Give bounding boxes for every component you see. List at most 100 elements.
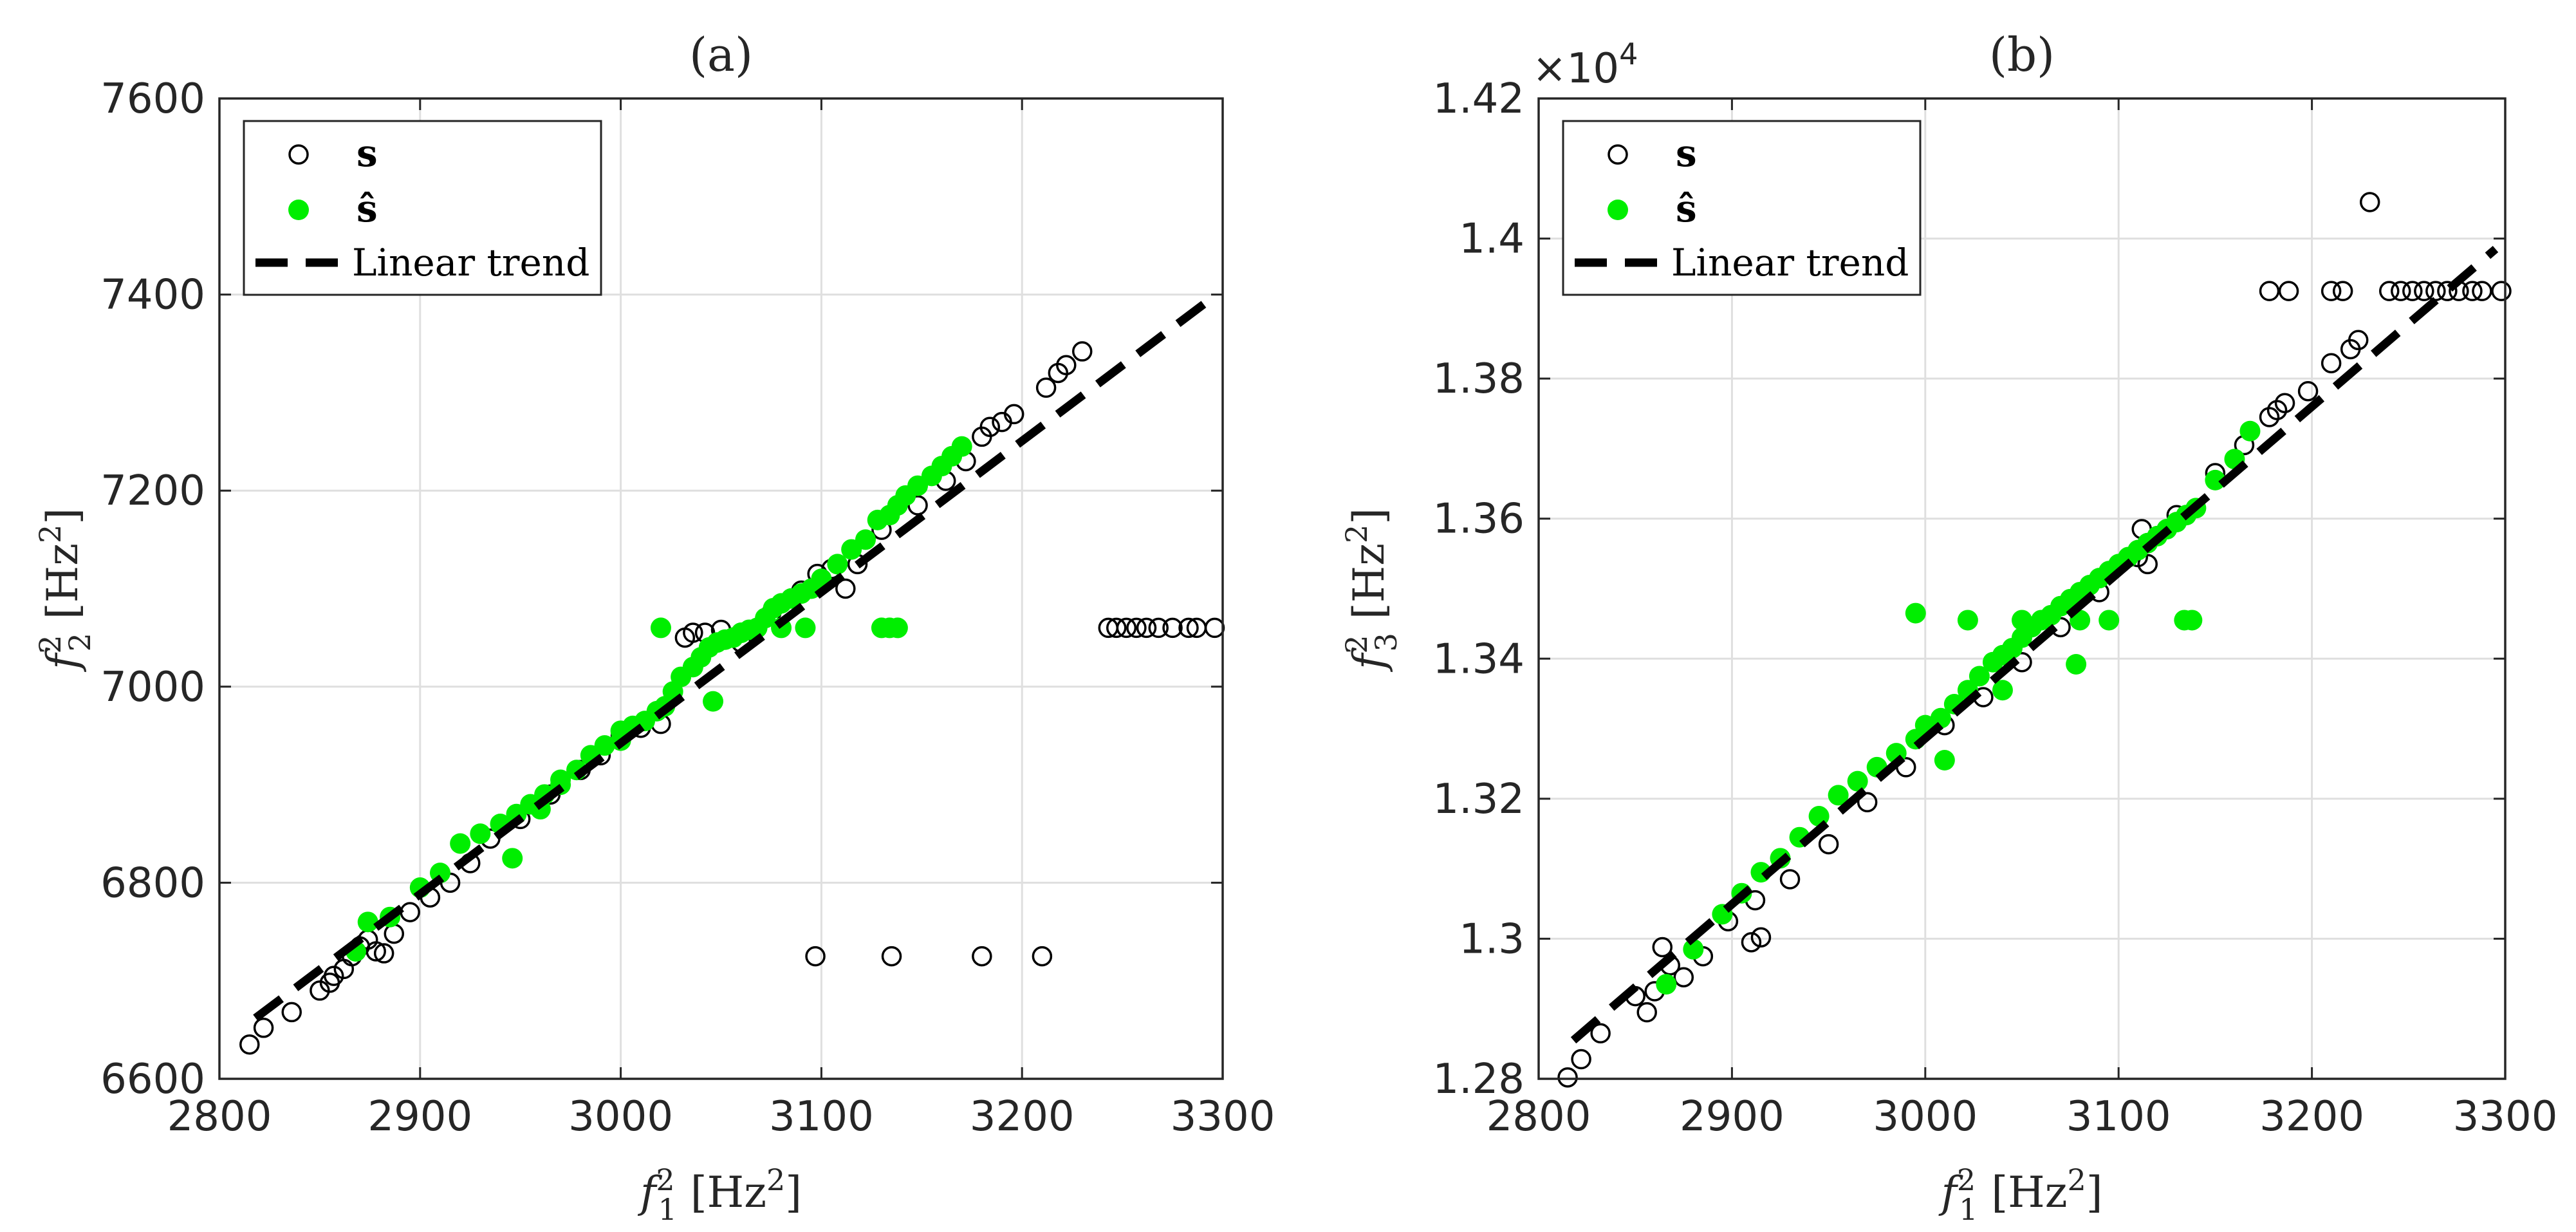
x-axis-label-b: f2 1 [Hz2]	[1938, 1162, 2102, 1227]
point-s-a-61	[1032, 946, 1053, 967]
point-shat-a-49	[951, 436, 972, 457]
tick-label-y-b-6: 1.4	[1459, 216, 1524, 263]
y-axis-label-b-part-2: 3	[1369, 633, 1404, 651]
legend-label-shat-a: ŝ	[357, 187, 378, 230]
point-s-b-41	[2402, 281, 2423, 301]
tick-label-x-a-0: 2800	[167, 1093, 272, 1141]
point-s-a-59	[881, 946, 902, 967]
point-shat-b-1	[1683, 938, 1704, 960]
point-s-a-0	[239, 1034, 260, 1055]
legend-label-trend-a: Linear trend	[352, 241, 589, 285]
legend-marker-shat-b	[1608, 200, 1628, 220]
y-axis-label-b-part-4: 2	[1339, 525, 1374, 543]
point-s-b-6	[1652, 937, 1673, 958]
tick-label-y-a-2: 7000	[100, 664, 205, 711]
point-s-b-39	[2379, 281, 2400, 301]
point-s-a-34	[835, 578, 856, 599]
tick-label-y-b-7: 1.42	[1433, 75, 1525, 123]
point-s-b-31	[2321, 353, 2342, 373]
point-shat-a-38	[827, 554, 848, 575]
tick-label-y-b-1: 1.3	[1459, 915, 1524, 963]
tick-label-x-a-2: 3000	[568, 1093, 673, 1141]
point-s-a-43	[1003, 404, 1024, 425]
x-axis-label-b-part-3: [Hz	[1978, 1168, 2067, 1217]
legend-marker-s-a	[288, 144, 309, 165]
point-s-a-1	[253, 1018, 274, 1038]
tick-label-y-a-4: 7400	[100, 272, 205, 319]
point-s-a-60	[972, 946, 992, 967]
point-shat-b-44	[1957, 610, 1978, 631]
point-s-a-11	[373, 943, 394, 964]
point-shat-b-47	[2099, 610, 2120, 631]
point-s-b-46	[2462, 281, 2483, 301]
tick-label-y-b-0: 1.28	[1433, 1056, 1525, 1103]
x-axis-label-a-part-5: ]	[785, 1168, 802, 1217]
x-axis-label-b-part-2: 1	[1959, 1192, 1978, 1227]
y-axis-multiplier: ×104	[1532, 37, 1638, 93]
y-axis-label-a-part-2: 2	[62, 633, 97, 651]
point-s-b-30	[2297, 380, 2319, 402]
point-shat-a-14	[594, 735, 615, 756]
point-shat-b-43	[1905, 602, 1926, 624]
x-axis-label-b-part-4: 2	[2068, 1162, 2086, 1197]
point-s-a-46	[1056, 355, 1077, 376]
y-axis-label-b-part-1: 2	[1339, 635, 1374, 653]
y-axis-label-a-part-4: 2	[33, 525, 68, 543]
x-axis-label-b-part-1: 2	[1957, 1162, 1976, 1197]
tick-label-x-b-5: 3300	[2453, 1093, 2558, 1141]
point-shat-b-49	[2182, 610, 2203, 631]
point-s-b-4	[1636, 1002, 1657, 1023]
legend-b: sŝ Linear trend	[1562, 120, 1922, 296]
point-s-b-1	[1571, 1049, 1591, 1070]
tick-label-y-b-5: 1.38	[1433, 355, 1525, 403]
point-shat-a-6	[470, 823, 491, 845]
point-shat-b-51	[1934, 750, 1955, 771]
point-s-b-11	[1741, 932, 1762, 953]
x-axis-label-a-part-2: 1	[658, 1192, 677, 1227]
y-axis-label-a-part-1: 2	[33, 635, 68, 653]
tick-label-y-a-1: 6800	[100, 859, 205, 907]
tick-label-y-b-3: 1.34	[1433, 635, 1525, 683]
point-s-a-53	[1148, 617, 1169, 639]
chart-title-a: (a)	[689, 28, 753, 82]
y-axis-label-b: f23 [Hz2]	[1339, 508, 1404, 673]
point-s-a-26	[683, 622, 703, 643]
y-axis-multiplier-exponent: 4	[1619, 37, 1638, 71]
point-s-a-54	[1162, 617, 1183, 639]
point-s-b-0	[1557, 1067, 1578, 1088]
point-shat-a-56	[795, 617, 816, 639]
tick-label-x-a-3: 3100	[769, 1093, 874, 1141]
point-s-a-52	[1136, 617, 1157, 639]
point-s-b-38	[2332, 281, 2353, 301]
chart-title-b: (b)	[1989, 28, 2055, 82]
point-s-b-8	[1673, 967, 1694, 988]
y-axis-multiplier-base: ×10	[1532, 45, 1619, 93]
chart-panel-b: 2800 2900 3000 3100 3200 3300 1.28 1.3 1.32 1.34 1…	[1339, 28, 2557, 1227]
tick-label-x-b-3: 3100	[2066, 1093, 2171, 1141]
point-shat-a-51	[502, 848, 523, 869]
point-s-b-35	[2259, 281, 2280, 301]
point-s-b-50	[2137, 554, 2158, 575]
chart-panel-a: 2800 2900 3000 3100 3200 3300 6600 6800 7000 7200…	[33, 28, 1275, 1227]
point-shat-b-40	[2205, 469, 2226, 490]
point-s-b-47	[2472, 281, 2492, 301]
legend-marker-s-b	[1608, 144, 1628, 165]
y-axis-label-a: f22 [Hz2]	[33, 508, 97, 673]
point-s-a-50	[1116, 617, 1137, 639]
axes-box-b	[1537, 97, 2507, 1080]
point-shat-b-8	[1828, 785, 1849, 806]
point-shat-a-50	[703, 691, 724, 712]
point-s-b-36	[2278, 281, 2299, 301]
x-axis-label-a: f2 1 [Hz2]	[637, 1162, 802, 1227]
point-s-b-42	[2414, 281, 2434, 301]
y-axis-label-b-part-3: [Hz	[1344, 543, 1394, 633]
point-s-b-16	[1857, 792, 1878, 813]
tick-label-y-b-4: 1.36	[1433, 496, 1525, 543]
point-shat-a-60	[650, 617, 671, 639]
point-s-a-47	[1071, 341, 1093, 362]
point-shat-a-1	[357, 911, 378, 933]
y-axis-label-b-part-5: ]	[1344, 508, 1394, 525]
point-s-b-12	[1750, 927, 1772, 948]
point-s-b-34	[2359, 192, 2380, 212]
